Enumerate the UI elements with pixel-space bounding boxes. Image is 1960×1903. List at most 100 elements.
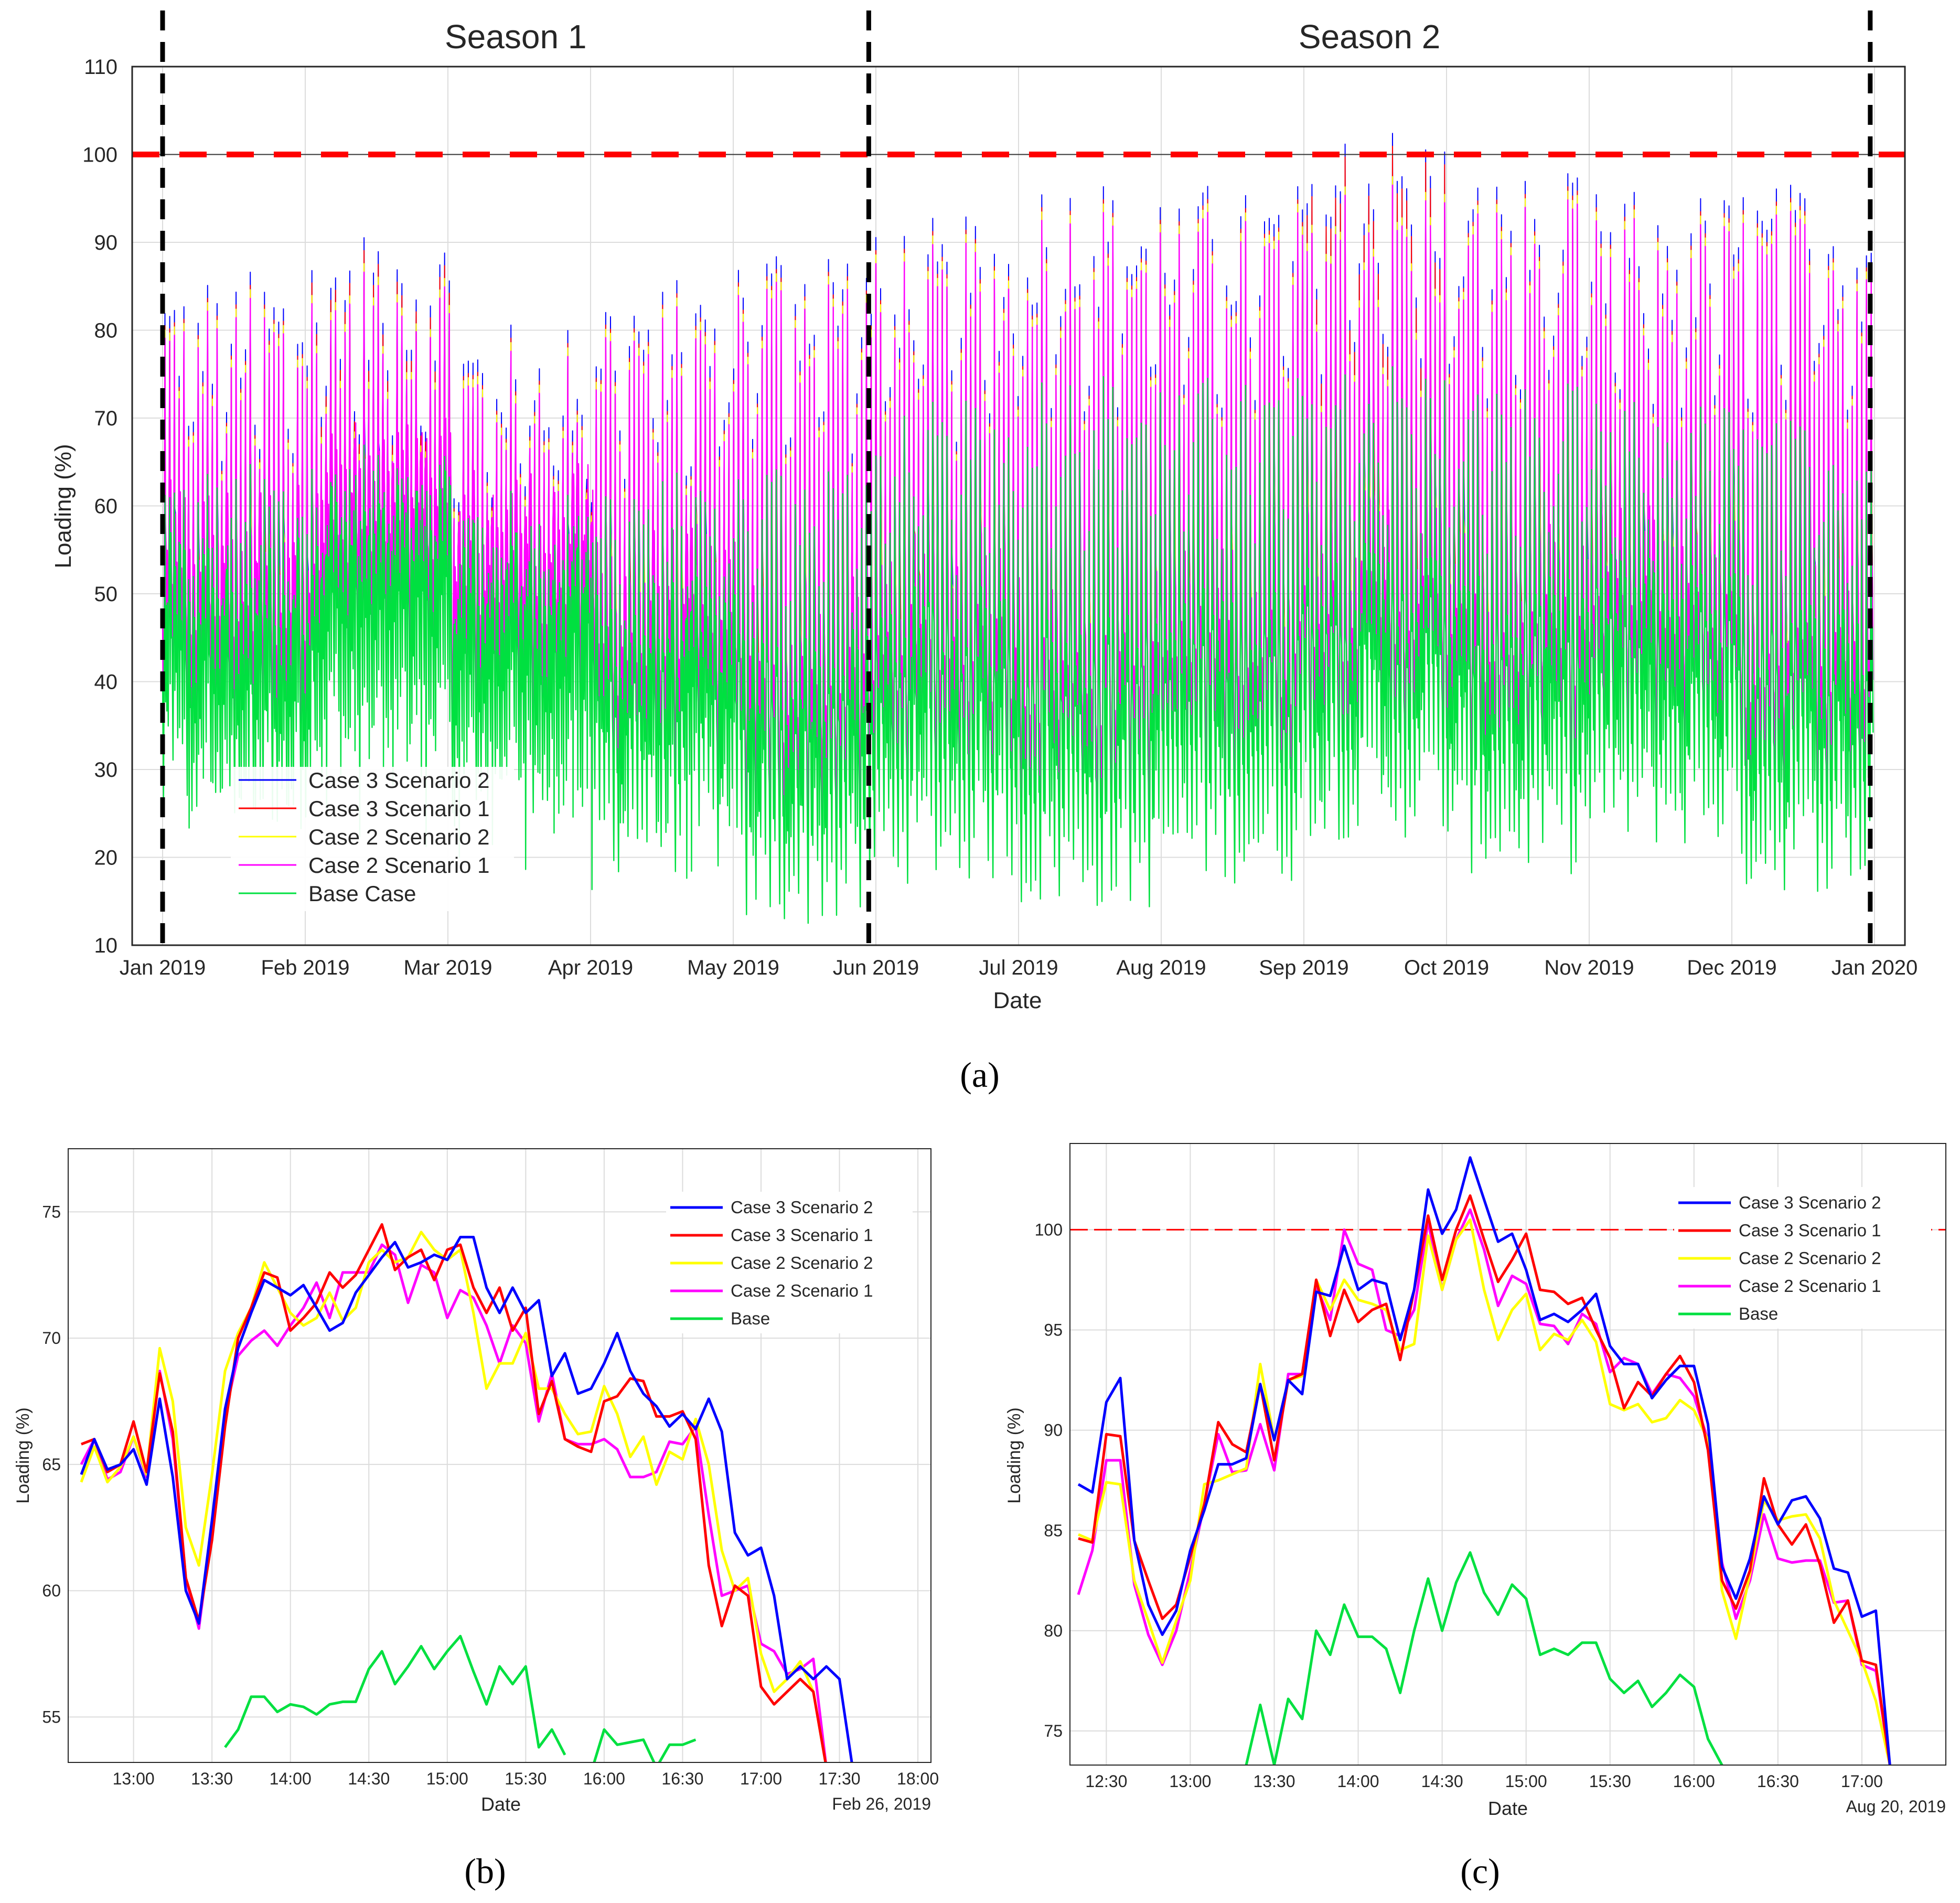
panel-c-x-tick-label: 15:30 — [1589, 1772, 1631, 1791]
panel-c-legend-entry: Case 2 Scenario 2 — [1739, 1248, 1881, 1268]
panel-c-y-tick-label: 75 — [1044, 1722, 1063, 1740]
panel-c-x-tick-label: 17:00 — [1841, 1772, 1883, 1791]
panel-c-caption: (c) — [1460, 1851, 1500, 1891]
panel-a-x-tick-label: Jun 2019 — [833, 956, 919, 979]
panel-c-series-base — [1245, 1551, 1723, 1765]
panel-c-x-axis-label: Date — [1488, 1798, 1528, 1819]
panel-b-x-tick-label: 15:00 — [426, 1769, 468, 1788]
panel-b-legend-entry: Base — [731, 1309, 770, 1328]
panel-b-x-tick-labels: 13:00 13:30 14:00 14:30 15:00 15:30 16:00 16:30… — [113, 1769, 939, 1788]
panel-b-x-tick-label: 15:30 — [505, 1769, 547, 1788]
panel-a-axes-box — [131, 66, 1906, 946]
panel-b-legend-entry: Case 3 Scenario 2 — [731, 1198, 873, 1217]
panel-c-y-tick-label: 90 — [1044, 1421, 1063, 1440]
panel-a-x-tick-label: Jan 2020 — [1832, 956, 1918, 979]
panel-a-x-tick-label: Aug 2019 — [1116, 956, 1206, 979]
panel-b-x-tick-label: 14:00 — [270, 1769, 312, 1788]
panel-a-x-tick-label: Apr 2019 — [548, 956, 633, 979]
panel-a-x-axis-label: Date — [993, 988, 1042, 1013]
panel-b-y-axis-label: Loading (%) — [13, 1407, 33, 1503]
panel-b-series-base — [224, 1634, 697, 1762]
panel-c-lines — [1077, 1156, 1891, 1765]
panel-b-series-case2-scen2 — [80, 1231, 827, 1762]
panel-b-y-tick-label: 70 — [42, 1329, 61, 1348]
panel-a-legend: Case 3 Scenario 2 Case 3 Scenario 1 Case 2… — [231, 767, 514, 911]
panel-b-lines — [80, 1223, 853, 1762]
panel-c-y-tick-labels: 75 80 85 90 95 100 — [1035, 1220, 1063, 1740]
panel-a-y-tick-label: 60 — [94, 495, 118, 518]
panel-c-legend-entry: Case 3 Scenario 2 — [1739, 1193, 1881, 1212]
panel-a-y-axis-label: Loading (%) — [50, 444, 76, 568]
panel-c-y-tick-label: 95 — [1044, 1321, 1063, 1340]
panel-a-legend-entry: Case 2 Scenario 1 — [308, 853, 490, 878]
panel-b-x-tick-label: 16:00 — [583, 1769, 625, 1788]
panel-a-x-tick-label: Dec 2019 — [1687, 956, 1776, 979]
panel-a-y-tick-label: 100 — [82, 144, 117, 167]
panel-a-x-tick-label: May 2019 — [687, 956, 779, 979]
panel-c-x-tick-label: 13:30 — [1253, 1772, 1295, 1791]
panel-b-y-tick-label: 75 — [42, 1202, 61, 1221]
panel-a-y-tick-label: 80 — [94, 319, 118, 343]
panel-c-date-label: Aug 20, 2019 — [1846, 1797, 1946, 1816]
panel-c-legend: Case 3 Scenario 2 Case 3 Scenario 1 Case 2… — [1674, 1187, 1931, 1329]
panel-b-x-tick-label: 17:30 — [818, 1769, 860, 1788]
panel-b-legend-entry: Case 2 Scenario 1 — [731, 1281, 873, 1300]
panel-c-axes-box — [1069, 1143, 1946, 1766]
panel-a-x-tick-label: Mar 2019 — [404, 956, 492, 979]
panel-a-x-tick-labels: Jan 2019 Feb 2019 Mar 2019 Apr 2019 May 2019… — [120, 956, 1918, 979]
panel-a-legend-entry: Case 3 Scenario 2 — [308, 768, 490, 793]
panel-c-y-tick-label: 80 — [1044, 1621, 1063, 1640]
panel-a-x-tick-label: Jul 2019 — [979, 956, 1058, 979]
panel-a-series-base — [162, 366, 1874, 924]
panel-a-x-tick-label: Oct 2019 — [1404, 956, 1489, 979]
panel-b-x-tick-label: 16:30 — [661, 1769, 703, 1788]
panel-a-y-tick-label: 20 — [94, 847, 118, 870]
panel-a-legend-entry: Case 3 Scenario 1 — [308, 796, 490, 821]
panel-a-legend-entry: Base Case — [308, 881, 416, 906]
panel-a-traces — [162, 133, 1874, 924]
panel-c-x-tick-label: 14:00 — [1337, 1772, 1379, 1791]
panel-b-x-tick-label: 18:00 — [897, 1769, 939, 1788]
panel-b-axes-box — [68, 1148, 931, 1763]
panel-b-legend: Case 3 Scenario 2 Case 3 Scenario 1 Case 2… — [666, 1192, 913, 1333]
panel-a-y-tick-label: 110 — [84, 56, 117, 79]
panel-c-y-axis-label: Loading (%) — [1004, 1407, 1024, 1503]
panel-a-y-tick-label: 70 — [94, 407, 118, 430]
panel-b-date-label: Feb 26, 2019 — [832, 1794, 931, 1813]
panel-c-x-tick-label: 12:30 — [1085, 1772, 1127, 1791]
panel-b-x-tick-label: 13:30 — [191, 1769, 233, 1788]
panel-c-x-tick-label: 13:00 — [1169, 1772, 1211, 1791]
panel-b-x-tick-label: 13:00 — [113, 1769, 155, 1788]
panel-a-legend-entry: Case 2 Scenario 2 — [308, 825, 490, 849]
panel-b-x-tick-label: 14:30 — [348, 1769, 390, 1788]
panel-b-legend-entry: Case 3 Scenario 1 — [731, 1225, 873, 1245]
panel-b-chart: 55 60 65 70 75 13:00 13:30 14:00 14:30 15:00 15:3… — [13, 1148, 939, 1891]
panel-a-y-tick-labels: 10 20 30 40 50 60 70 80 90 100 110 — [82, 56, 117, 957]
season-2-label: Season 2 — [1299, 18, 1440, 56]
panel-c-series-case2-scen1 — [1077, 1208, 1891, 1765]
panel-c-x-tick-label: 16:30 — [1757, 1772, 1799, 1791]
panel-a-x-tick-label: Feb 2019 — [261, 956, 349, 979]
panel-c-x-tick-label: 15:00 — [1505, 1772, 1547, 1791]
panel-a-y-tick-label: 10 — [94, 934, 118, 957]
panel-a-y-tick-label: 40 — [94, 671, 118, 694]
panel-c-legend-entry: Case 2 Scenario 1 — [1739, 1276, 1881, 1296]
panel-b-y-tick-label: 55 — [42, 1707, 61, 1726]
panel-a-legend-box — [231, 767, 514, 911]
panel-b-y-tick-label: 65 — [42, 1455, 61, 1474]
panel-a-y-tick-label: 50 — [94, 583, 118, 606]
panel-b-caption: (b) — [464, 1851, 506, 1891]
panel-a-y-tick-label: 90 — [94, 231, 118, 254]
panel-b-y-tick-label: 60 — [42, 1581, 61, 1600]
panel-b-x-axis-label: Date — [481, 1793, 521, 1815]
panel-a-chart: 10 20 30 40 50 60 70 80 90 100 110 Jan 2019 Feb 201… — [50, 10, 1918, 1095]
panel-c-y-tick-label: 100 — [1035, 1220, 1063, 1239]
panel-c-legend-entry: Base — [1739, 1304, 1778, 1323]
panel-a-x-tick-label: Sep 2019 — [1259, 956, 1348, 979]
panel-c-x-tick-labels: 12:30 13:00 13:30 14:00 14:30 15:00 15:30 16:00… — [1085, 1772, 1883, 1791]
panel-c-legend-entry: Case 3 Scenario 1 — [1739, 1221, 1881, 1240]
panel-a-x-tick-label: Nov 2019 — [1544, 956, 1634, 979]
panel-b-x-tick-label: 17:00 — [740, 1769, 782, 1788]
